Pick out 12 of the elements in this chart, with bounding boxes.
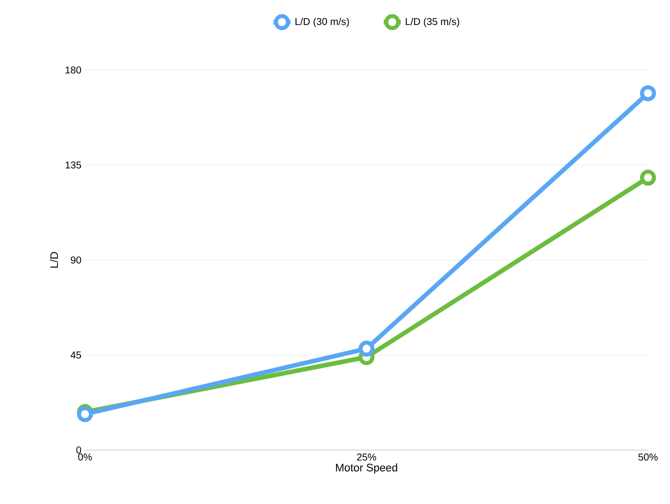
x-tick-label: 25% <box>357 454 376 461</box>
x-tick-label: 0% <box>78 454 92 461</box>
y-tick-label: 0 <box>76 446 82 454</box>
y-tick-label: 135 <box>66 161 82 169</box>
legend-label: L/D (35 m/s) <box>406 18 460 28</box>
y-axis-title: L/D <box>50 252 58 268</box>
y-tick-label: 45 <box>70 352 82 358</box>
y-tick-label: 90 <box>70 256 82 264</box>
y-tick-label: 180 <box>66 66 82 74</box>
legend-label: L/D (30 m/s) <box>296 18 349 28</box>
x-axis-title: Motor Speed <box>336 463 398 474</box>
x-tick-label: 50% <box>638 454 658 461</box>
